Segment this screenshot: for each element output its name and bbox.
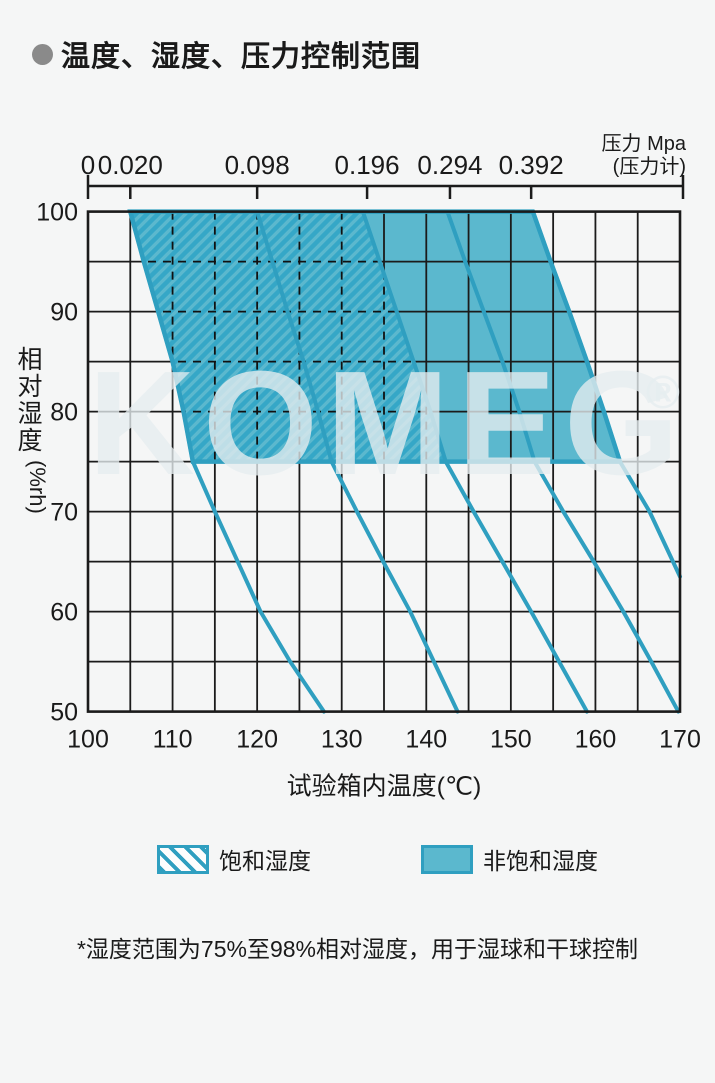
page-header: 温度、湿度、压力控制范围 <box>32 33 421 75</box>
control-range-chart: 0 0.020 0.098 0.196 0.294 0.392 压力 Mpa(压力计) 100… <box>17 132 701 801</box>
saturated-region-hatch <box>130 211 446 462</box>
y-tick-label: 90 <box>50 299 78 327</box>
y-tick-label: 80 <box>50 399 78 427</box>
page-title: 温度、湿度、压力控制范围 <box>61 41 422 73</box>
y-axis-title-char: 湿 <box>17 400 42 428</box>
title-bullet-icon <box>32 43 53 65</box>
komeg-watermark: KOMEG <box>88 341 687 506</box>
x-tick-label: 100 <box>67 726 109 754</box>
plot-border <box>86 210 682 713</box>
x-tick-label: 150 <box>490 726 532 754</box>
footnote: *湿度范围为75%至98%相对湿度，用于湿球和干球控制 <box>76 936 639 962</box>
saturation-curve <box>360 209 589 714</box>
legend-item-unsaturated: 非饱和湿度 <box>421 842 598 876</box>
legend-item-saturated: 饱和湿度 <box>157 842 311 876</box>
y-axis-title-char: 相 <box>17 346 42 374</box>
x-axis-title: 试验箱内温度(℃) <box>287 773 482 801</box>
x-tick-label: 140 <box>405 726 447 754</box>
y-axis-title-char: 对 <box>17 373 42 401</box>
y-tick-label: 100 <box>36 199 78 227</box>
pressure-tick-label: 0.392 <box>499 150 564 180</box>
x-tick-label: 130 <box>321 726 363 754</box>
saturation-curve <box>128 209 326 714</box>
saturation-curve <box>445 209 681 714</box>
y-axis-title-char: 度 <box>17 427 42 455</box>
pressure-tick-label: 0 <box>81 150 95 180</box>
pressure-tick-label: 0.098 <box>225 150 290 180</box>
y-tick-label: 70 <box>50 499 78 527</box>
y-tick-label: 50 <box>50 699 78 727</box>
legend-label-saturated: 饱和湿度 <box>219 848 311 874</box>
y-tick-label: 60 <box>50 599 78 627</box>
pressure-tick-label: 0.196 <box>335 150 400 180</box>
x-tick-label: 120 <box>236 726 278 754</box>
legend-label-unsaturated: 非饱和湿度 <box>483 848 598 874</box>
saturation-curve <box>255 209 460 714</box>
pressure-tick-label: 0.294 <box>417 150 482 180</box>
saturation-curve <box>530 209 682 579</box>
saturated-swatch-icon <box>157 844 209 874</box>
x-tick-label: 160 <box>575 726 617 754</box>
y-axis-title-unit: (%rh) <box>25 460 50 514</box>
unsaturated-swatch-icon <box>421 844 473 874</box>
legend: 饱和湿度 非饱和湿度 <box>0 842 715 876</box>
registered-mark-watermark: ® <box>646 366 680 418</box>
pressure-axis-title: (压力计) <box>613 155 686 178</box>
x-tick-label: 170 <box>659 726 701 754</box>
pressure-axis-title: 压力 Mpa <box>602 132 687 155</box>
x-tick-label: 110 <box>153 726 193 754</box>
pressure-tick-label: 0.020 <box>98 150 163 180</box>
